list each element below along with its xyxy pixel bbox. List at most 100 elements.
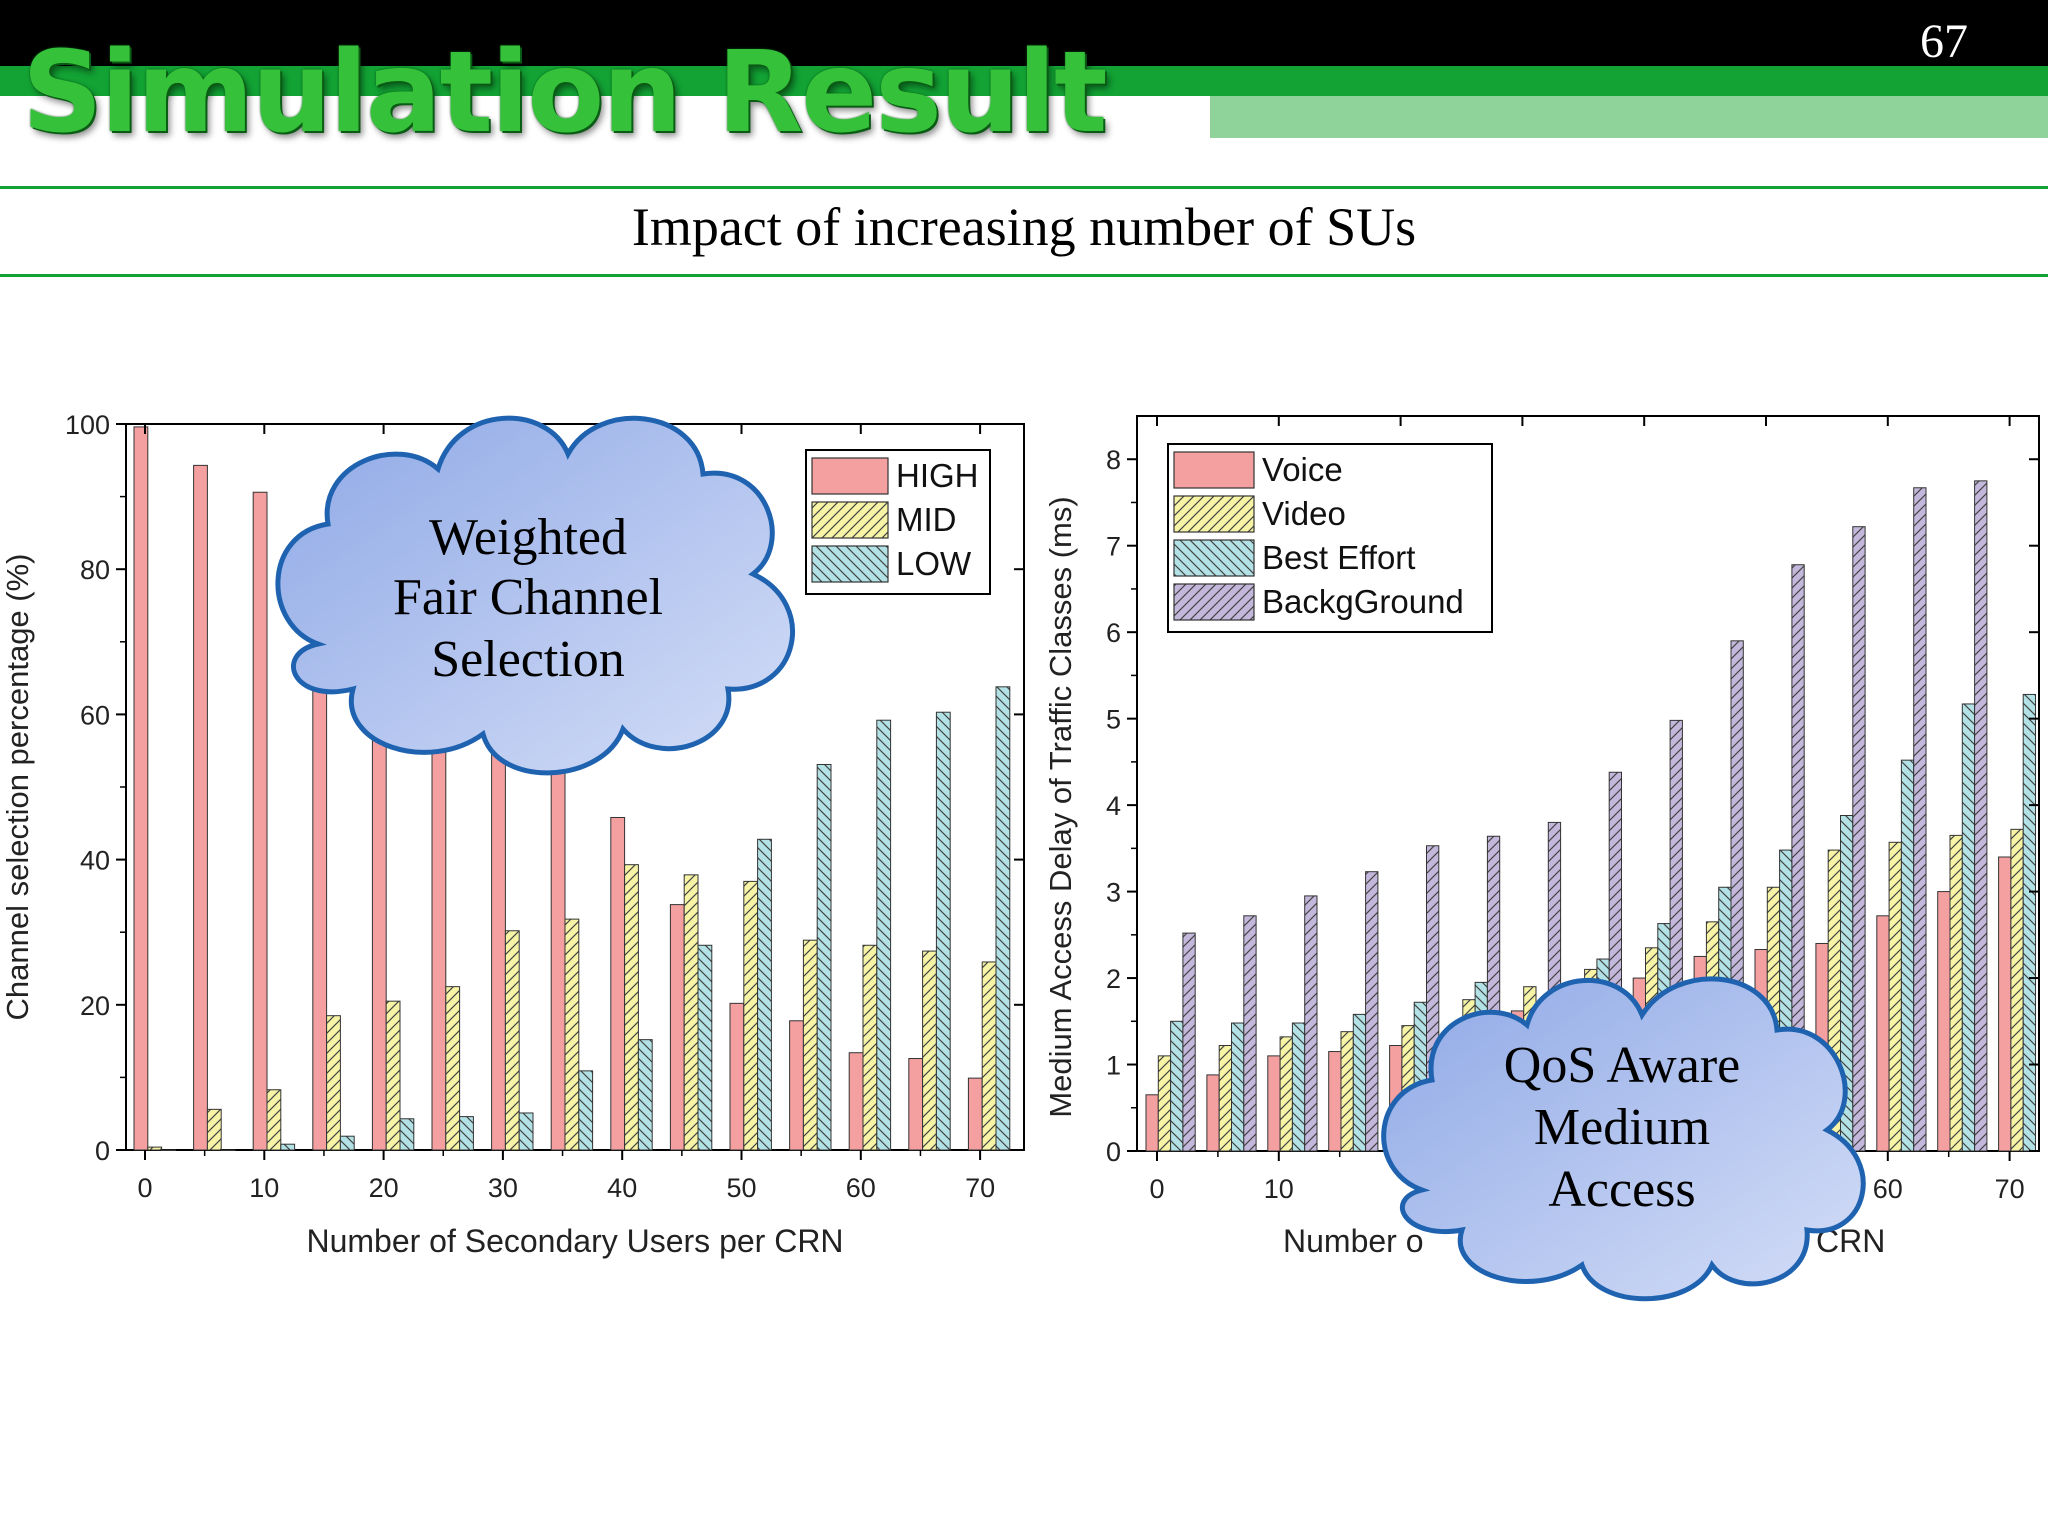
- bar-high: [432, 728, 446, 1150]
- bar-hatch: [1292, 1023, 1305, 1151]
- page-number: 67: [1920, 15, 1968, 68]
- bar-outline: [995, 686, 1011, 1151]
- bar-outline: [280, 1143, 296, 1151]
- bar-hatch: [400, 1118, 414, 1150]
- bar-outline: [252, 491, 268, 1151]
- x-tick-label: 0: [137, 1173, 152, 1203]
- bar-outline: [1243, 915, 1257, 1152]
- bar-hatch: [1304, 895, 1317, 1151]
- bar-outline: [876, 719, 892, 1151]
- bar-hatch: [1353, 1014, 1366, 1151]
- bar-hatch: [817, 764, 831, 1150]
- y-tick-label: 7: [1106, 532, 1121, 562]
- x-tick-label: 50: [726, 1173, 756, 1203]
- cloud-callout-left-line-1: Weighted: [429, 509, 627, 566]
- bar-hatch: [1243, 915, 1257, 1151]
- bar-high: [849, 1052, 863, 1150]
- bar-outline: [757, 838, 772, 1151]
- y-tick-label: 5: [1106, 705, 1121, 735]
- bar-hatch: [698, 945, 712, 1150]
- y-tick-label: 2: [1106, 964, 1121, 994]
- legend-swatch-hatch: [1174, 584, 1254, 620]
- x-tick-label: 60: [846, 1173, 876, 1203]
- bar-hatch: [982, 961, 996, 1150]
- bar-hatch: [922, 951, 937, 1150]
- chart-channel-selection-legend: HIGH MID LOW: [805, 449, 991, 595]
- bar-outline: [504, 930, 520, 1151]
- bar-hatch: [876, 720, 891, 1150]
- legend-swatch-hatch: [1174, 540, 1254, 576]
- y-tick-label: 80: [80, 555, 110, 585]
- x-tick-label: 70: [965, 1173, 995, 1203]
- bar-hatch: [638, 1039, 653, 1150]
- bar-outline: [1852, 526, 1866, 1152]
- x-tick-label: 60: [1873, 1174, 1903, 1204]
- x-tick-label: 40: [607, 1173, 637, 1203]
- bar-hatch: [565, 919, 579, 1150]
- slide-title: Simulation Result: [22, 28, 1108, 158]
- cloud-callout-right-line-2: Medium: [1534, 1099, 1710, 1156]
- bar-hatch: [1852, 526, 1866, 1151]
- bar-hatch: [1158, 1055, 1171, 1151]
- bar-outline: [326, 1015, 341, 1151]
- bar-outline: [161, 1149, 176, 1151]
- bar-high: [730, 1003, 744, 1150]
- bar-hatch: [1341, 1031, 1354, 1151]
- bar-outline: [399, 1118, 415, 1151]
- y-tick-label: 60: [80, 700, 110, 730]
- legend-label: Video: [1262, 495, 1346, 532]
- chart-access-delay-xlabel-left: Number o: [1283, 1223, 1424, 1259]
- cloud-callout-left-line-2: Fair Channel: [393, 569, 663, 626]
- bar-hatch: [803, 940, 818, 1150]
- subtitle-rule-bottom: [0, 274, 2048, 277]
- bar-hatch: [936, 712, 951, 1150]
- bar-hatch: [326, 1015, 341, 1150]
- bar-outline: [193, 464, 208, 1151]
- bar-outline: [1304, 895, 1318, 1152]
- cloud-callout-right-line-1: QoS Aware: [1504, 1037, 1740, 1094]
- bar-hatch: [280, 1144, 295, 1150]
- legend-swatch-outline: [1173, 583, 1255, 621]
- bar-outline: [1365, 871, 1379, 1152]
- y-tick-label: 3: [1106, 878, 1121, 908]
- bar-outline: [1913, 487, 1927, 1152]
- cloud-callout-left-line-3: Selection: [431, 631, 625, 688]
- y-tick-label: 6: [1106, 618, 1121, 648]
- legend-label: HIGH: [896, 457, 979, 494]
- legend-label: MID: [896, 501, 957, 538]
- legend-swatch-hatch: [1174, 496, 1254, 532]
- x-tick-label: 10: [1264, 1174, 1294, 1204]
- y-tick-label: 4: [1106, 791, 1121, 821]
- legend-label: LOW: [896, 545, 972, 582]
- bar-outline: [266, 1089, 282, 1151]
- bar-outline: [385, 1000, 401, 1151]
- cloud-callout-right: QoS Aware Medium Access: [1381, 976, 1866, 1302]
- cloud-callout-left: Weighted Fair Channel Selection: [275, 415, 795, 776]
- bar-outline: [1182, 932, 1196, 1152]
- bar-outline: [564, 918, 580, 1151]
- legend-swatch-hatch: [812, 546, 888, 582]
- legend-swatch: [812, 458, 888, 494]
- bar-hatch: [996, 686, 1010, 1150]
- bar-high: [908, 1058, 923, 1150]
- bar-hatch: [1840, 815, 1853, 1151]
- bar-outline: [624, 864, 639, 1151]
- bar-hatch: [505, 930, 520, 1150]
- bar-outline: [206, 1108, 222, 1151]
- chart-channel-selection: 0 20 40 60 80 100 0 10 20 30 40 50 60 70 Channel sele…: [0, 410, 1025, 1259]
- bar-hatch: [1791, 564, 1805, 1151]
- bar-hatch: [1901, 760, 1914, 1151]
- bar-hatch: [578, 1070, 593, 1150]
- bar-voice: [1937, 891, 1950, 1151]
- bar-voice: [1876, 915, 1890, 1151]
- bar-hatch: [1913, 487, 1926, 1151]
- bar-high: [193, 465, 208, 1151]
- legend-swatch-outline: [811, 501, 889, 539]
- bar-voice: [1206, 1074, 1220, 1151]
- bar-hatch: [1231, 1023, 1244, 1151]
- bar-hatch: [2023, 694, 2036, 1151]
- chart-access-delay-legend: Voice Video Best Effort BackgGround: [1167, 443, 1493, 633]
- cloud-callout-left-shape: [275, 415, 795, 776]
- bar-hatch: [1365, 871, 1378, 1151]
